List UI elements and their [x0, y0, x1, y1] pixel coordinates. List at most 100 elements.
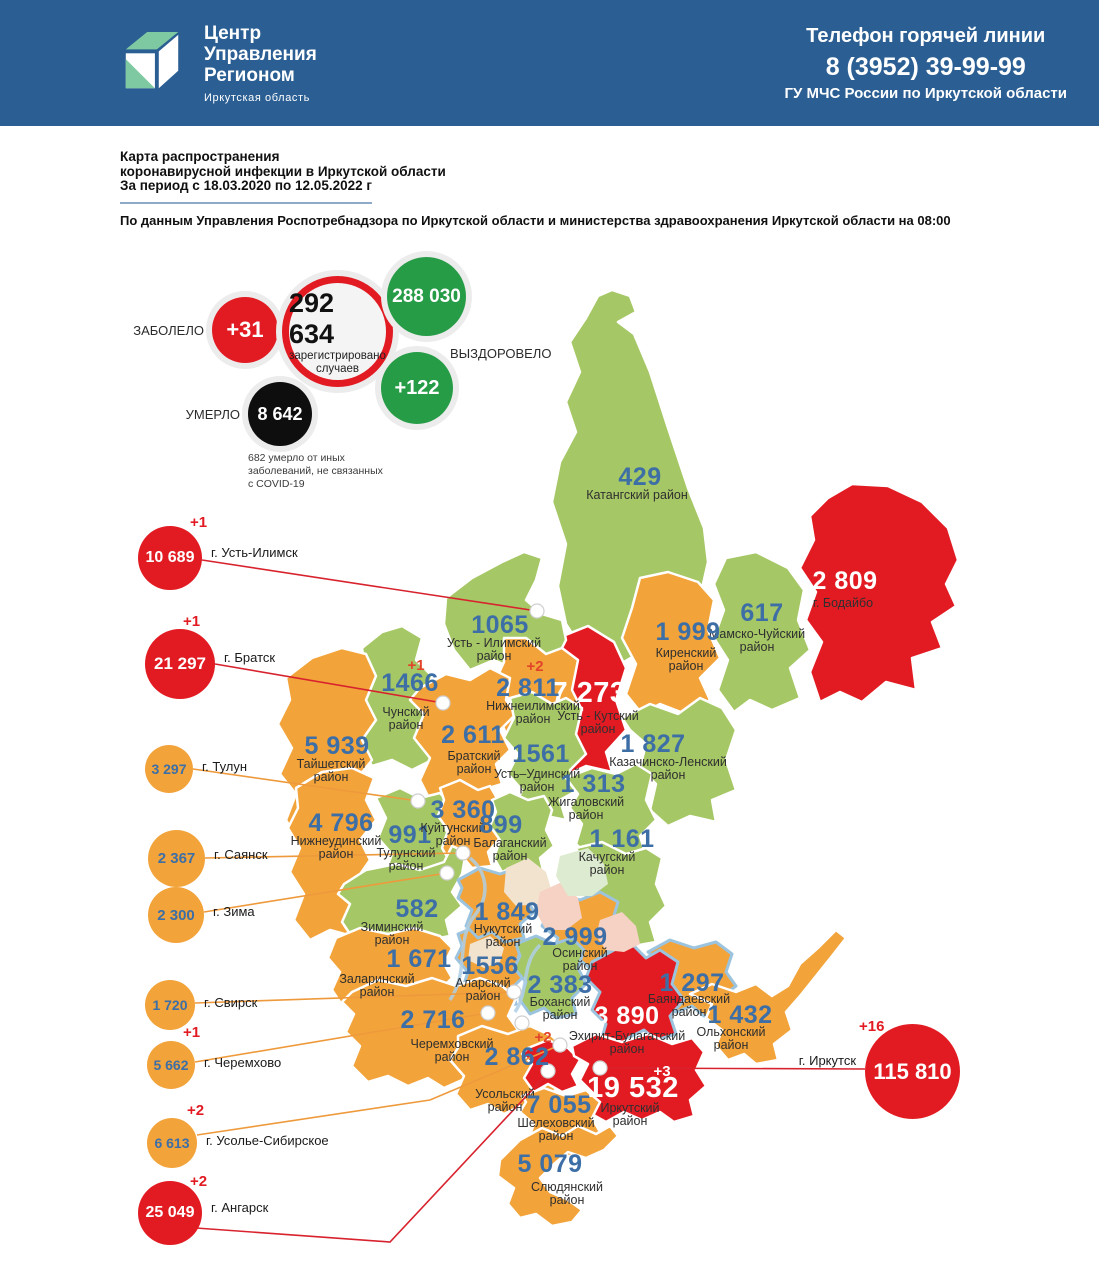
- data-source-line: По данным Управления Роспотребнадзора по…: [120, 212, 951, 228]
- label-irkutsky: +3 19 532 Иркутский район: [587, 1063, 678, 1128]
- city-value: 10 689: [145, 549, 195, 566]
- district-shape: [336, 844, 468, 944]
- recovered-delta-value: +122: [394, 376, 440, 399]
- label-nizhneilimsky: +2 2 811 Нижнеилимский район: [486, 658, 580, 726]
- label-usolsky: +2 2 862 Усольский район: [475, 1029, 551, 1114]
- district-name: Эхирит-Булагатский: [569, 1029, 685, 1043]
- city-value: 5 662: [153, 1057, 189, 1073]
- city-callout-tulun: 3 297 г. Тулун: [145, 745, 247, 793]
- cur-logo: Центр Управления Регионом Иркутская обла…: [118, 23, 317, 104]
- district-name: район: [516, 712, 551, 726]
- label-ust-ilimsky: 1065 Усть - Илимский район: [447, 611, 541, 663]
- district-name: район: [651, 768, 686, 782]
- district-name: Нижнеудинский: [291, 834, 382, 848]
- district-name: Усть - Илимский: [447, 636, 541, 650]
- district-value: 4 796: [308, 809, 373, 837]
- district-value: 991: [388, 821, 431, 849]
- district-name: Жигаловский: [548, 795, 624, 809]
- district-mamsko-chuysky: [712, 550, 812, 714]
- died-note-line: заболеваний, не связанных: [248, 465, 383, 477]
- callout-line-zima: [203, 872, 448, 913]
- district-value: 1 297: [659, 969, 724, 997]
- hotline-title: Телефон горячей линии: [806, 24, 1046, 47]
- district-name: Чунский: [382, 705, 429, 719]
- district-name: район: [314, 770, 349, 784]
- city-callout-usolye-sibirskoye: +2 6 613 г. Усолье-Сибирское: [147, 1102, 329, 1168]
- district-name: район: [569, 808, 604, 822]
- title-line-1: Карта распространения: [120, 149, 280, 164]
- district-value: 5 079: [517, 1150, 582, 1178]
- label-bokhansky: 2 383 Боханский район: [527, 971, 592, 1022]
- pale-area: [596, 912, 640, 952]
- district-name: район: [435, 1050, 470, 1064]
- district-name: Казачинско-Ленский: [609, 755, 727, 769]
- district-value: 1556: [461, 952, 519, 980]
- district-name: район: [714, 1038, 749, 1052]
- district-name: г. Бодайбо: [813, 596, 873, 610]
- city-label: г. Ангарск: [211, 1200, 269, 1216]
- district-name: район: [581, 722, 616, 736]
- district-value: 1 313: [560, 770, 625, 798]
- city-value: 115 810: [873, 1058, 952, 1084]
- district-name: район: [672, 1005, 707, 1019]
- district-name: Осинский: [552, 946, 608, 960]
- district-name: Нукутский: [474, 922, 532, 936]
- district-name: Мамско-Чуйский: [709, 627, 805, 641]
- pale-area: [556, 848, 608, 896]
- district-value: 2 862: [484, 1043, 549, 1071]
- district-shape: [570, 1032, 708, 1124]
- city-dot: [540, 1063, 556, 1079]
- city-dot: [592, 1060, 608, 1076]
- registered-value: 292 634: [289, 287, 335, 349]
- city-dot: [410, 793, 426, 809]
- city-delta: +1: [183, 613, 201, 630]
- city-label: г. Братск: [224, 650, 276, 665]
- city-dot: [480, 1005, 496, 1021]
- district-name: район: [543, 1008, 578, 1022]
- district-name: район: [740, 640, 775, 654]
- city-dot: [529, 603, 545, 619]
- district-value: 7 273: [551, 677, 626, 709]
- district-name: район: [477, 649, 512, 663]
- district-name: Аларский: [455, 976, 510, 990]
- district-name: Усть–Удинский: [494, 767, 580, 781]
- cur-logo-text: Центр Управления Регионом Иркутская обла…: [204, 23, 317, 104]
- district-name: район: [610, 1042, 645, 1056]
- district-value: 2 716: [400, 1006, 465, 1034]
- city-label: г. Усть-Илимск: [211, 545, 298, 561]
- district-name: район: [539, 1129, 574, 1143]
- city-dot: [552, 1037, 568, 1053]
- district-shape: [584, 942, 686, 1054]
- district-shape: [442, 550, 568, 672]
- city-delta: +2: [190, 1173, 208, 1190]
- district-shape: [620, 696, 738, 828]
- label-kuitunsky: 3 360 Куйтунский район: [420, 796, 495, 848]
- district-name: Тулунский: [376, 846, 435, 860]
- city-value: 21 297: [154, 654, 206, 673]
- district-name: район: [466, 989, 501, 1003]
- recovered-label: ВЫЗДОРОВЕЛО: [450, 346, 552, 361]
- district-name: Баяндаевский: [648, 992, 730, 1006]
- district-value: 1 827: [620, 730, 685, 758]
- city-callout-irkutsk: +16 115 810 г. Иркутск: [799, 1018, 960, 1119]
- header: Центр Управления Регионом Иркутская обла…: [0, 0, 1099, 126]
- district-delta: +2: [534, 1029, 551, 1046]
- district-name: Нижнеилимский: [486, 699, 580, 713]
- died-note-line: с COVID-19: [248, 478, 305, 490]
- district-value: 2 999: [542, 923, 607, 951]
- label-bayandaevsky: 1 297 Баяндаевский район: [648, 969, 730, 1019]
- died-label: УМЕРЛО: [185, 407, 240, 422]
- label-olkhonsky: 1 432 Ольхонский район: [696, 1001, 772, 1052]
- label-shelekhovsky: 7 055 Шелеховский район: [517, 1091, 594, 1143]
- district-delta: +2: [526, 658, 543, 675]
- city-callout-ust-ilimsk: +1 10 689 г. Усть-Илимск: [138, 514, 298, 590]
- label-cheremkhovsky: 2 716 Черемховский район: [400, 1006, 493, 1064]
- title-underline: [120, 201, 372, 204]
- label-zhigalovsky: 1 313 Жигаловский район: [548, 770, 625, 822]
- district-name: район: [550, 1193, 585, 1207]
- city-value: 3 297: [151, 761, 187, 777]
- city-label: г. Саянск: [214, 847, 268, 863]
- district-value: 899: [479, 811, 522, 839]
- city-label: г. Черемхово: [204, 1055, 282, 1071]
- district-name: Усть - Кутский: [557, 709, 639, 723]
